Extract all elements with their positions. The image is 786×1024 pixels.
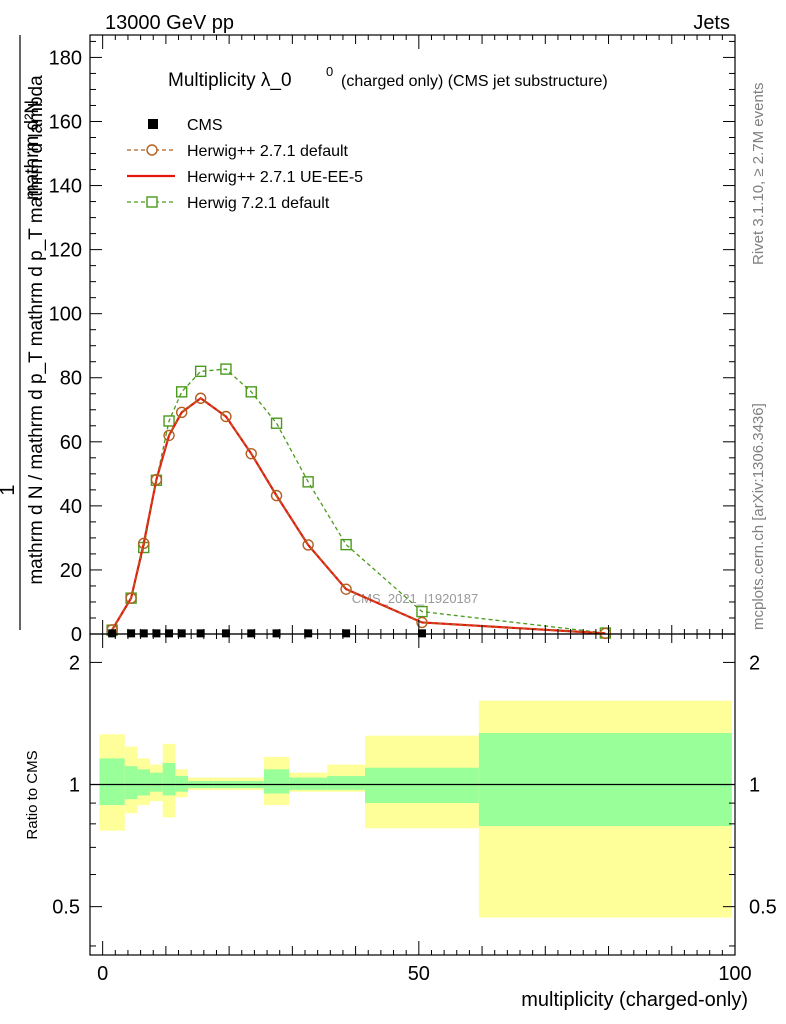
data-point-circle <box>175 406 188 419</box>
data-point-circle <box>270 489 283 502</box>
x-axis-label: multiplicity (charged-only) <box>521 989 748 1011</box>
y-label-prefix: 1 <box>0 484 19 495</box>
data-point-circle <box>340 583 352 595</box>
legend-label: CMS <box>187 117 223 134</box>
legend-label: Herwig++ 2.7.1 UE-EE-5 <box>187 169 363 186</box>
header-process-label: Jets <box>693 12 730 34</box>
ratio-y-tick-label-right: 0.5 <box>749 897 777 919</box>
data-point-circle <box>220 410 232 423</box>
data-point-circle <box>138 537 150 550</box>
data-point-square <box>163 415 175 427</box>
ratio-band-inner <box>124 766 138 800</box>
cms-data-point <box>247 629 256 638</box>
cms-data-point <box>304 629 313 638</box>
ratio-band-inner <box>327 775 366 790</box>
cms-data-point <box>342 629 351 638</box>
cms-data-point <box>196 629 205 638</box>
ratio-y-tick-label: 0.5 <box>52 897 80 919</box>
ratio-band-inner <box>162 762 176 796</box>
ratio-band-inner <box>99 758 125 806</box>
main-y-tick-label: 40 <box>60 496 82 518</box>
x-tick-label: 50 <box>408 963 430 985</box>
ratio-y-tick-label-right: 2 <box>749 652 760 674</box>
y-label-denominator: mathrm d N / mathrm d p_T mathrm d p_T m… <box>26 75 47 585</box>
y-label-numerator: mathrm d²N <box>22 100 43 200</box>
cms-data-point <box>272 629 281 638</box>
data-point-square <box>416 605 428 618</box>
ratio-plot-frame <box>89 633 736 956</box>
data-point-square <box>302 476 314 488</box>
ratio-band-inner <box>478 732 732 827</box>
main-y-tick-label: 160 <box>49 111 82 133</box>
cms-data-point <box>108 629 117 638</box>
data-point-square <box>220 363 232 375</box>
legend-entry: Herwig++ 2.7.1 default <box>127 143 349 160</box>
main-y-tick-label: 0 <box>71 624 82 646</box>
data-point-square <box>175 386 188 398</box>
title-text: Multiplicity λ_0 <box>168 70 292 91</box>
ratio-y-tick-label: 1 <box>69 775 80 797</box>
legend-marker-square <box>146 196 158 208</box>
cms-data-point <box>152 629 161 638</box>
ratio-band-inner <box>365 767 479 804</box>
mcplots-label: mcplots.cern.ch [arXiv:1306.3436] <box>750 403 767 630</box>
data-point-square <box>270 417 283 429</box>
analysis-watermark: CMS_2021_I1920187 <box>352 591 479 606</box>
x-tick-label: 0 <box>97 963 108 985</box>
title-superscript: 0 <box>326 64 333 79</box>
data-point-square <box>340 538 352 551</box>
ratio-y-tick-label: 2 <box>69 652 80 674</box>
ratio-band-inner <box>175 775 189 792</box>
main-y-tick-label: 100 <box>49 304 82 326</box>
cms-data-point <box>177 629 186 638</box>
series-line-herwig-2-7-1-default <box>111 397 606 635</box>
main-y-axis-label: 1 mathrm d²N mathrm d N / mathrm d p_T m… <box>0 35 47 630</box>
cms-data-point <box>221 629 230 638</box>
ratio-band-inner <box>150 772 163 792</box>
legend-entry: Herwig 7.2.1 default <box>127 195 330 212</box>
legend-label: Herwig++ 2.7.1 default <box>187 143 349 160</box>
data-point-circle <box>163 429 175 442</box>
data-point-circle <box>416 616 428 629</box>
legend-label: Herwig 7.2.1 default <box>187 195 330 212</box>
legend-entry: Herwig++ 2.7.1 UE-EE-5 <box>127 169 363 186</box>
main-y-tick-label: 60 <box>60 432 82 454</box>
main-y-tick-label: 20 <box>60 560 82 582</box>
data-point-circle <box>150 473 163 486</box>
main-title: Multiplicity λ_0 0 (charged only) (CMS j… <box>168 64 608 91</box>
legend-marker-cms <box>148 119 158 129</box>
cms-data-point <box>127 629 136 638</box>
ratio-y-axis-label: Ratio to CMS <box>24 750 41 839</box>
main-y-tick-label: 180 <box>49 47 82 69</box>
data-point-square <box>194 365 207 378</box>
title-suffix: (charged only) (CMS jet substructure) <box>341 73 608 90</box>
main-series-group <box>106 363 612 640</box>
cms-data-point <box>165 629 174 638</box>
main-y-tick-label: 80 <box>60 368 82 390</box>
ratio-uncertainty-bands <box>90 700 735 918</box>
data-point-circle <box>245 447 257 460</box>
legend-marker-circle <box>146 144 158 156</box>
data-point-circle <box>125 592 137 604</box>
cms-data-point <box>139 629 148 638</box>
main-y-tick-label: 140 <box>49 176 82 198</box>
ratio-band-inner <box>289 777 328 790</box>
data-point-circle <box>599 627 612 640</box>
legend-entry: CMS <box>148 117 223 134</box>
ratio-y-tick-label-right: 1 <box>749 775 760 797</box>
cms-data-point <box>417 629 426 638</box>
ratio-band-inner <box>263 769 290 794</box>
rivet-version-label: Rivet 3.1.10, ≥ 2.7M events <box>750 83 767 266</box>
data-point-square <box>245 386 257 398</box>
ratio-band-inner <box>137 769 151 796</box>
data-point-circle <box>194 392 207 404</box>
x-tick-label: 100 <box>718 963 751 985</box>
data-point-circle <box>302 539 314 551</box>
main-y-tick-label: 120 <box>49 240 82 262</box>
legend: CMS Herwig++ 2.7.1 default Herwig++ 2.7.1 … <box>127 117 363 212</box>
header-energy-label: 13000 GeV pp <box>105 12 234 34</box>
axes-group: 0 20 40 60 80 100 120 140 160 180 0 50 100 0.5 0.5 1 1 2 2 <box>49 34 777 985</box>
